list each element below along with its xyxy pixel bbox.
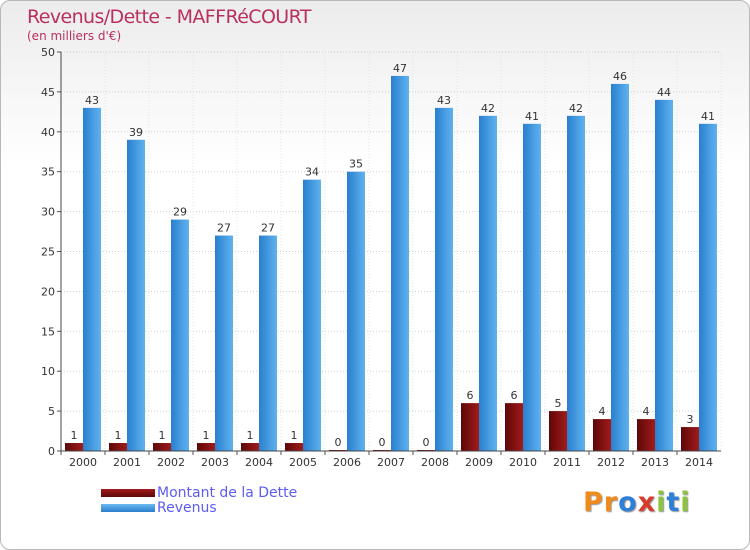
proxiti-logo: Proxiti bbox=[583, 487, 691, 518]
chart-title: Revenus/Dette - MAFFRéCOURT bbox=[27, 6, 311, 28]
revenus-bar-2011 bbox=[567, 115, 585, 451]
y-tick-label: 40 bbox=[41, 126, 55, 139]
legend-swatch-revenus bbox=[101, 504, 155, 512]
x-tick-label: 2001 bbox=[113, 456, 141, 469]
logo-letter: x bbox=[637, 487, 657, 518]
x-tick-label: 2007 bbox=[377, 456, 405, 469]
revenus-value-label-2004: 27 bbox=[261, 222, 275, 235]
revenus-value-label-2001: 39 bbox=[129, 126, 143, 139]
x-tick-label: 2014 bbox=[685, 456, 713, 469]
x-tick-label: 2010 bbox=[509, 456, 537, 469]
y-tick-label: 25 bbox=[41, 246, 55, 259]
y-tick-label: 35 bbox=[41, 166, 55, 179]
dette-bar-2012 bbox=[593, 419, 611, 451]
x-tick-label: 2004 bbox=[245, 456, 273, 469]
revenus-bar-2013 bbox=[655, 99, 673, 451]
revenus-value-label-2002: 29 bbox=[173, 206, 187, 219]
y-tick-label: 30 bbox=[41, 206, 55, 219]
revenus-bar-2005 bbox=[303, 179, 321, 451]
dette-value-label-2005: 1 bbox=[291, 429, 298, 442]
revenus-value-label-2007: 47 bbox=[393, 62, 407, 75]
legend-label-dette: Montant de la Dette bbox=[157, 485, 298, 501]
revenus-bar-2007 bbox=[391, 75, 409, 451]
dette-bar-2013 bbox=[637, 419, 655, 451]
dette-value-label-2007: 0 bbox=[379, 436, 386, 449]
dette-value-label-2014: 3 bbox=[687, 413, 694, 426]
dette-bar-2010 bbox=[505, 403, 523, 451]
revenus-bar-2006 bbox=[347, 171, 365, 451]
dette-bar-2009 bbox=[461, 403, 479, 451]
dette-bar-2005 bbox=[285, 443, 303, 451]
revenus-bar-2004 bbox=[259, 235, 277, 451]
revenus-bar-2010 bbox=[523, 123, 541, 451]
y-tick-label: 0 bbox=[48, 445, 55, 458]
x-tick-label: 2012 bbox=[597, 456, 625, 469]
revenus-bar-2014 bbox=[699, 123, 717, 451]
revenus-value-label-2000: 43 bbox=[85, 94, 99, 107]
dette-bar-2014 bbox=[681, 427, 699, 451]
dette-value-label-2003: 1 bbox=[203, 429, 210, 442]
dette-bar-2011 bbox=[549, 411, 567, 451]
logo-letter: o bbox=[618, 487, 638, 518]
dette-value-label-2006: 0 bbox=[335, 436, 342, 449]
dette-bar-2001 bbox=[109, 443, 127, 451]
legend-label-revenus: Revenus bbox=[157, 500, 217, 516]
revenus-bar-2009 bbox=[479, 115, 497, 451]
logo-letter: t bbox=[666, 487, 681, 518]
dette-value-label-2010: 6 bbox=[511, 389, 518, 402]
x-tick-label: 2005 bbox=[289, 456, 317, 469]
revenus-bar-2000 bbox=[83, 107, 101, 452]
revenus-value-label-2011: 42 bbox=[569, 102, 583, 115]
x-tick-label: 2002 bbox=[157, 456, 185, 469]
y-tick-label: 15 bbox=[41, 325, 55, 338]
revenus-value-label-2010: 41 bbox=[525, 110, 539, 123]
revenus-value-label-2003: 27 bbox=[217, 222, 231, 235]
y-tick-label: 10 bbox=[41, 365, 55, 378]
logo-letter: P bbox=[583, 487, 604, 518]
dette-bar-2003 bbox=[197, 443, 215, 451]
dette-value-label-2009: 6 bbox=[467, 389, 474, 402]
dette-value-label-2000: 1 bbox=[71, 429, 78, 442]
x-tick-label: 2003 bbox=[201, 456, 229, 469]
x-tick-label: 2008 bbox=[421, 456, 449, 469]
revenus-value-label-2008: 43 bbox=[437, 94, 451, 107]
logo-letter: i bbox=[656, 487, 667, 518]
revenus-bar-2002 bbox=[171, 219, 189, 451]
revenus-value-label-2014: 41 bbox=[701, 110, 715, 123]
revenus-value-label-2009: 42 bbox=[481, 102, 495, 115]
revenus-bar-2003 bbox=[215, 235, 233, 451]
chart-subtitle: (en milliers d'€) bbox=[27, 29, 122, 43]
dette-bar-2004 bbox=[241, 443, 259, 451]
y-tick-label: 5 bbox=[48, 405, 55, 418]
revenus-bar-2012 bbox=[611, 83, 629, 452]
dette-value-label-2013: 4 bbox=[643, 405, 650, 418]
x-tick-label: 2000 bbox=[69, 456, 97, 469]
revenus-bar-2008 bbox=[435, 107, 453, 452]
y-tick-label: 20 bbox=[41, 285, 55, 298]
logo-letter: i bbox=[680, 487, 691, 518]
dette-value-label-2002: 1 bbox=[159, 429, 166, 442]
dette-bar-2000 bbox=[65, 443, 83, 451]
dette-value-label-2012: 4 bbox=[599, 405, 606, 418]
legend-swatch-dette bbox=[101, 489, 155, 497]
revenus-value-label-2006: 35 bbox=[349, 158, 363, 171]
dette-value-label-2001: 1 bbox=[115, 429, 122, 442]
dette-value-label-2011: 5 bbox=[555, 397, 562, 410]
revenus-value-label-2012: 46 bbox=[613, 70, 627, 83]
revenus-value-label-2005: 34 bbox=[305, 166, 319, 179]
dette-value-label-2004: 1 bbox=[247, 429, 254, 442]
x-tick-label: 2009 bbox=[465, 456, 493, 469]
revenus-value-label-2013: 44 bbox=[657, 86, 671, 99]
y-tick-label: 45 bbox=[41, 86, 55, 99]
x-tick-label: 2006 bbox=[333, 456, 361, 469]
x-tick-label: 2011 bbox=[553, 456, 581, 469]
x-tick-label: 2013 bbox=[641, 456, 669, 469]
logo-letter: r bbox=[603, 487, 619, 518]
dette-value-label-2008: 0 bbox=[423, 436, 430, 449]
dette-bar-2002 bbox=[153, 443, 171, 451]
revenus-bar-2001 bbox=[127, 139, 145, 451]
y-tick-label: 50 bbox=[41, 46, 55, 59]
